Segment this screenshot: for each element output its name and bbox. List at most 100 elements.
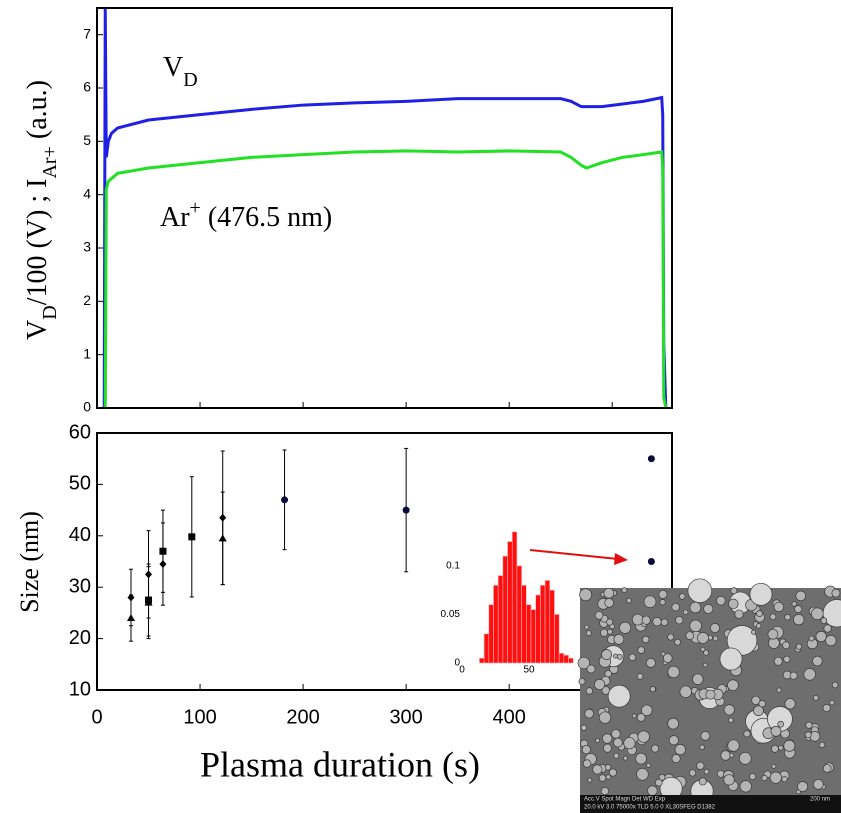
- sem-scale: 200 nm: [810, 797, 830, 803]
- sem-grain: [682, 609, 689, 615]
- sem-grain: [751, 695, 761, 705]
- sem-grain: [637, 730, 650, 743]
- text-part: /100 (V) ; I: [22, 179, 53, 306]
- text-part: D: [39, 305, 61, 319]
- sem-grain: [831, 588, 841, 598]
- sem-grain: [770, 744, 779, 753]
- sem-grain: [598, 711, 612, 724]
- sem-grain: [723, 704, 735, 716]
- sem-grain: [698, 777, 707, 786]
- x-tick-label: 300: [389, 706, 422, 728]
- sem-grain: [727, 739, 740, 752]
- x-tick-label: 100: [183, 706, 216, 728]
- sem-grain: [631, 613, 644, 626]
- bar: [554, 614, 560, 664]
- bar: [497, 575, 504, 664]
- sem-grain: [603, 587, 615, 599]
- plot-frame: [96, 432, 673, 691]
- arrow-head: [614, 553, 628, 565]
- sem-grain: [734, 609, 744, 619]
- sem-grain: [820, 617, 828, 624]
- text-part: +: [190, 197, 201, 219]
- x-tick-label: 0: [459, 665, 465, 676]
- sem-grain: [628, 653, 637, 662]
- sem-grain: [689, 601, 702, 614]
- sem-grain: [795, 643, 803, 650]
- sem-grain: [659, 599, 666, 606]
- sem-grain: [623, 737, 636, 750]
- y-tick-label: 0: [83, 399, 91, 415]
- sem-grain: [578, 677, 586, 685]
- point: [144, 598, 153, 606]
- sem-grain: [761, 774, 768, 782]
- sem-grain: [825, 634, 837, 647]
- sem-grain: [726, 625, 758, 656]
- x-tick-label: 200: [286, 706, 319, 728]
- sem-grain: [738, 752, 752, 765]
- sem-grain: [702, 662, 708, 668]
- sem-grain: [815, 630, 827, 642]
- sem-grain: [728, 598, 739, 610]
- sem-grain: [723, 774, 735, 786]
- sem-grain: [580, 724, 587, 731]
- sem-grain: [643, 595, 657, 609]
- sem-grain: [667, 665, 680, 679]
- sem-image: Acc.V Spot Magn Det WD Exp 20.0 kV 3.0 7…: [577, 578, 841, 813]
- y-tick-label: 40: [69, 524, 91, 546]
- bar: [511, 531, 518, 664]
- y-axis-label: Size (nm): [15, 511, 44, 613]
- sem-grain: [654, 778, 663, 787]
- sem-grain: [700, 731, 711, 741]
- plot-frame: [96, 7, 673, 409]
- bar: [526, 604, 532, 664]
- sem-grain: [709, 622, 720, 633]
- text-part: Ar+: [39, 146, 61, 178]
- x-tick-label: 50: [523, 665, 535, 676]
- sem-grain: [812, 655, 823, 667]
- point: [218, 534, 227, 542]
- sem-grain: [613, 633, 625, 645]
- sem-grain: [602, 743, 612, 753]
- sem-grain: [727, 679, 739, 692]
- sem-grain: [671, 602, 680, 612]
- sem-grain: [720, 750, 731, 761]
- sem-grain: [631, 713, 637, 719]
- sem-grain: [769, 771, 782, 784]
- sem-grain: [771, 763, 777, 769]
- sem-grain: [818, 741, 826, 749]
- bar: [540, 584, 546, 664]
- sem-grain: [636, 713, 646, 722]
- text-part: (a.u.): [22, 80, 53, 146]
- sem-grain: [699, 744, 705, 751]
- sem-grain: [675, 616, 684, 625]
- sem-grain: [773, 656, 783, 666]
- point: [281, 496, 289, 504]
- sem-grain: [586, 664, 596, 674]
- sem-grain: [703, 768, 710, 775]
- point: [188, 533, 196, 541]
- sem-grain: [652, 617, 662, 627]
- sem-grain: [751, 629, 757, 635]
- sem-grain: [602, 733, 613, 744]
- point: [402, 506, 410, 514]
- sem-grain: [755, 623, 762, 629]
- text-part: V: [163, 52, 183, 83]
- series-label: Ar+ (476.5 nm): [160, 197, 332, 234]
- text-part: (476.5 nm): [201, 202, 332, 233]
- series-line: [103, 149, 668, 409]
- sem-grain: [587, 777, 593, 783]
- text-part: V: [22, 320, 53, 340]
- sem-grain: [678, 593, 686, 600]
- sem-grain: [658, 589, 668, 599]
- sem-grain: [749, 582, 773, 606]
- sem-grain: [600, 628, 609, 637]
- y-tick-label: 6: [83, 79, 91, 95]
- sem-grain: [685, 631, 695, 640]
- bar: [479, 657, 485, 664]
- series-line: [102, 7, 668, 409]
- sem-grain: [697, 632, 709, 644]
- sem-grain: [592, 764, 603, 775]
- sem-grain: [689, 619, 702, 633]
- sem-caption: 20.0 kV 3.0 75000x TLD 5.0 0 XL30SFEG D1…: [584, 805, 716, 811]
